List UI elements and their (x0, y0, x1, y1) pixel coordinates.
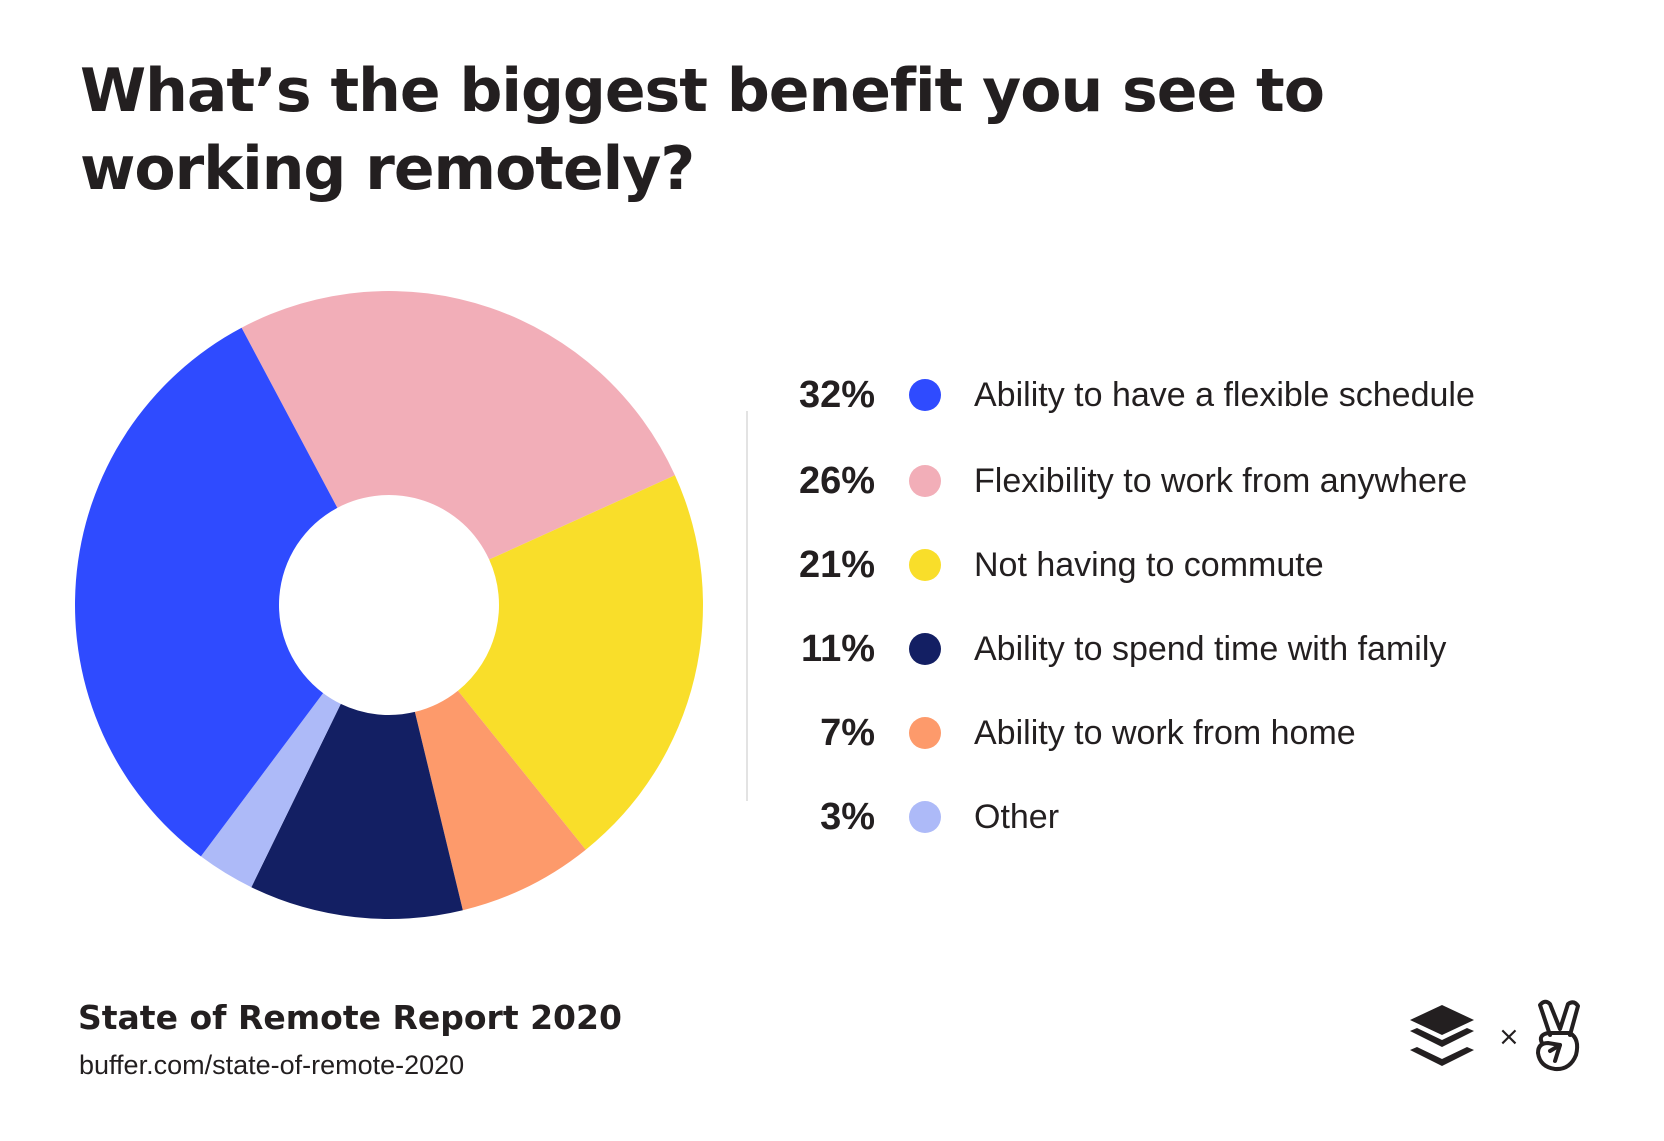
legend-item: 26% Flexibility to work from anywhere (760, 456, 1560, 506)
legend-percent: 3% (820, 796, 875, 838)
donut-slice-26pct (241, 291, 675, 560)
donut-slice-11pct (251, 703, 463, 919)
legend-label: Flexibility to work from anywhere (974, 462, 1468, 500)
buffer-logo-icon (1410, 1005, 1474, 1066)
report-url: buffer.com/state-of-remote-2020 (79, 1050, 465, 1080)
legend-label: Ability to spend time with family (974, 630, 1447, 668)
legend-color-dot-icon (909, 549, 941, 581)
legend-color-dot-icon (909, 465, 941, 497)
legend-divider (746, 411, 748, 801)
legend-percent: 26% (798, 460, 875, 502)
legend-percent: 21% (798, 544, 875, 586)
logos: × (1400, 995, 1600, 1080)
donut-slice-3pct (200, 693, 341, 888)
legend-label: Ability to work from home (974, 714, 1356, 752)
legend-label: Other (974, 798, 1060, 836)
chart-title: What’s the biggest benefit you see to wo… (80, 56, 1325, 204)
legend-color-dot-icon (909, 633, 941, 665)
legend-label: Not having to commute (974, 546, 1324, 584)
legend-percent: 7% (820, 712, 875, 754)
legend-item: 32% Ability to have a flexible schedule (760, 370, 1560, 420)
legend-percent: 32% (798, 374, 875, 416)
legend-item: 11% Ability to spend time with family (760, 624, 1560, 674)
peace-hand-icon (1536, 999, 1580, 1072)
legend-color-dot-icon (909, 801, 941, 833)
legend-item: 7% Ability to work from home (760, 708, 1560, 758)
legend-color-dot-icon (909, 379, 941, 411)
donut-slice-21pct (457, 475, 703, 850)
legend-label: Ability to have a flexible schedule (974, 376, 1475, 414)
legend-color-dot-icon (909, 717, 941, 749)
separator-x: × (1498, 1022, 1520, 1052)
donut-slice-32pct (74, 327, 338, 857)
donut-slice-7pct (414, 690, 586, 911)
donut-chart (74, 291, 703, 919)
legend-item: 3% Other (760, 792, 1560, 842)
report-title: State of Remote Report 2020 (78, 998, 622, 1037)
legend-item: 21% Not having to commute (760, 540, 1560, 590)
legend-percent: 11% (801, 628, 875, 670)
